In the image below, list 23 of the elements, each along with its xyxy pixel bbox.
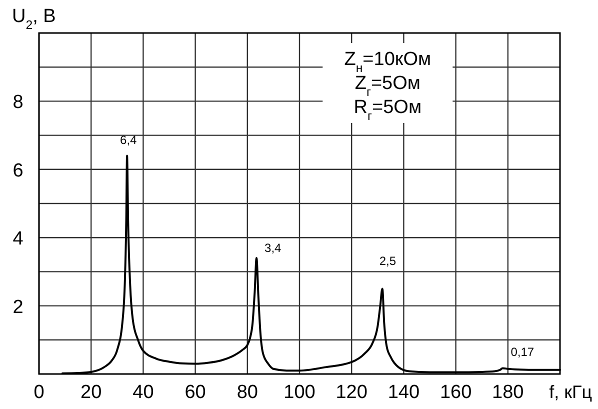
x-tick-label: 0 — [34, 382, 44, 403]
x-tick-label: 20 — [80, 382, 102, 403]
x-tick-label: 160 — [440, 382, 472, 403]
annotation: Z$_{н}$=10кОм — [344, 49, 432, 75]
annotation: 3,4 — [264, 241, 282, 256]
annotation: 2,5 — [379, 254, 396, 268]
annotation: 0,17 — [510, 345, 534, 360]
x-tick-label: 40 — [132, 382, 154, 403]
annotation: 6,4 — [120, 132, 138, 147]
x-tick-label: 60 — [184, 382, 206, 403]
x-tick-label: 140 — [388, 382, 420, 403]
x-tick-label: 180 — [492, 382, 524, 403]
annotation: Z$_{г}$=5Ом — [354, 73, 420, 99]
y-tick-label: 6 — [12, 160, 24, 182]
x-tick-label: 80 — [236, 382, 258, 403]
x-tick-label: 120 — [336, 382, 368, 403]
y-tick-label: 8 — [12, 92, 24, 114]
x-axis-title: f, кГц — [549, 382, 592, 402]
y-axis-title: U$_{2}$, В — [12, 6, 56, 32]
y-tick-label: 2 — [12, 296, 24, 318]
y-tick-label: 4 — [12, 228, 24, 250]
x-tick-label: 100 — [284, 382, 316, 403]
annotation: R$_{г}$=5Ом — [354, 97, 422, 123]
